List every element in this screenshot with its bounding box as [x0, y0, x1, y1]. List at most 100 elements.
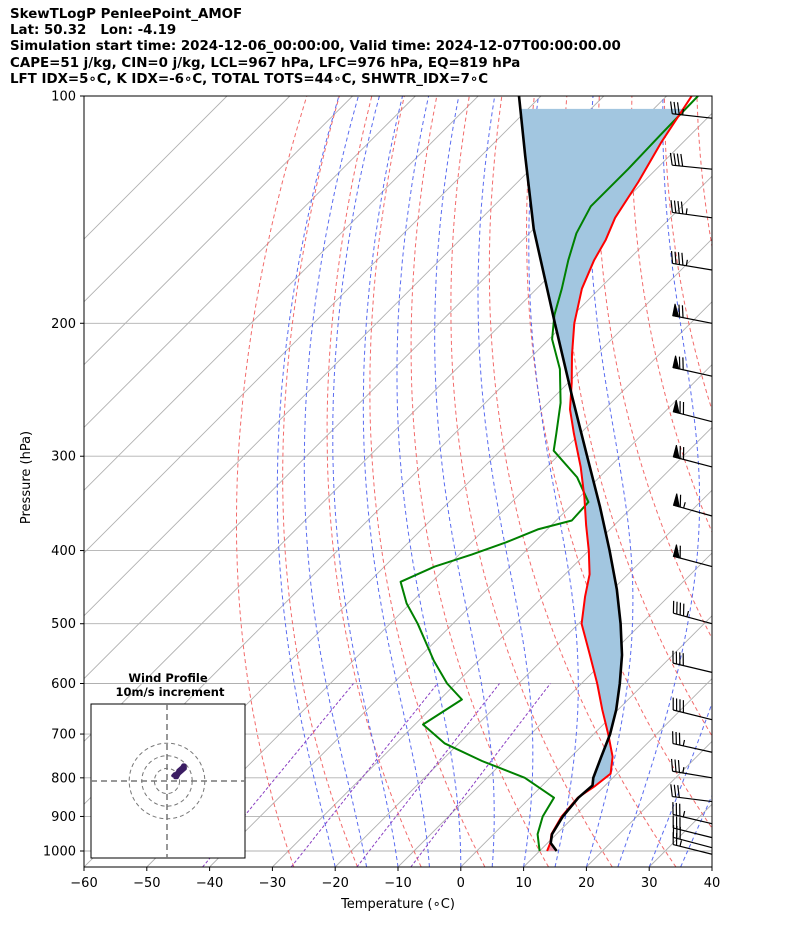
wind-barb [672, 600, 713, 625]
isotherm-line [334, 489, 712, 867]
dry-adiabat-line [762, 96, 794, 867]
wind-barb-shaft [673, 612, 713, 625]
wind-barb-feather [681, 305, 684, 318]
wind-barb-feather [673, 200, 677, 213]
wind-barb [672, 832, 713, 855]
wind-barb-feather [677, 201, 680, 214]
x-tick-label: 30 [641, 876, 658, 891]
wind-barb-shaft [672, 211, 713, 219]
x-tick-label: −40 [196, 876, 223, 891]
dry-adiabat-line [696, 96, 712, 250]
wind-barb-half-feather [686, 610, 690, 618]
wind-barb-shaft [672, 662, 713, 673]
isotherm-line [84, 96, 479, 491]
moist-adiabat-line [332, 96, 399, 867]
wind-barb-feather [678, 304, 681, 318]
wind-barb [672, 815, 713, 839]
wind-barb-feather [677, 785, 680, 798]
cin-shading [547, 785, 596, 851]
dry-adiabat-line [562, 96, 712, 737]
y-tick-label: 200 [51, 317, 76, 332]
wind-barb-feather [676, 153, 680, 166]
location-line: Lat: 50.32 Lon: -4.19 [10, 23, 177, 39]
wind-barb [672, 731, 713, 753]
wind-barb-feather [677, 760, 681, 773]
wind-barb [669, 101, 713, 119]
x-tick-label: 40 [704, 876, 721, 891]
moist-adiabat-line [711, 865, 712, 867]
wind-barb-feather [670, 758, 674, 772]
wind-barb-flag [672, 493, 680, 508]
moist-adiabat-line [362, 96, 430, 867]
x-tick-label: −10 [384, 876, 411, 891]
wind-barb [669, 152, 713, 170]
wind-barb [672, 493, 713, 517]
wind-barb-half-feather [682, 108, 684, 115]
temperature-profile-line [546, 96, 693, 852]
dry-adiabat-line [729, 96, 794, 867]
isotherm-line [146, 301, 712, 867]
chart-title: SkewTLogP PenleePoint_AMOF [10, 7, 243, 22]
wind-barb-half-feather [679, 840, 683, 847]
wind-barb-feather [670, 784, 673, 797]
wind-barb-feather [669, 101, 673, 114]
y-tick-label: 800 [51, 771, 76, 786]
wind-barb-half-feather [685, 259, 688, 266]
isotherm-line [209, 363, 712, 867]
y-tick-label: 900 [51, 810, 76, 825]
isotherm-line [84, 96, 291, 303]
hodograph-subtitle: 10m/s increment [116, 685, 225, 699]
x-tick-label: 10 [515, 876, 532, 891]
wind-barb [670, 758, 713, 779]
moist-adiabat-line [528, 96, 579, 867]
wind-barb-shaft [673, 709, 713, 721]
x-tick-label: 0 [457, 876, 465, 891]
wind-barb [672, 697, 713, 721]
wind-barb-feather [670, 251, 674, 264]
isotherm-line [84, 96, 542, 554]
isotherm-line [523, 677, 712, 867]
wind-barb-shaft [672, 743, 713, 753]
y-tick-label: 1000 [43, 845, 76, 860]
wind-barb-feather [676, 102, 680, 115]
wind-barb-feather [677, 252, 681, 265]
dry-adiabat-line [488, 96, 677, 867]
wind-barb [670, 784, 713, 803]
isotherm-line [84, 96, 416, 429]
indices-line: LFT IDX=5∘C, K IDX=-6∘C, TOTAL TOTS=44∘C… [10, 71, 489, 87]
cape-shading [520, 108, 684, 786]
wind-barb-feather [680, 201, 684, 214]
hodograph-trace [171, 763, 187, 780]
wind-barb [670, 251, 713, 271]
hodograph-title: Wind Profile [128, 671, 208, 685]
isotherm-line [84, 96, 605, 617]
moist-adiabat-line [680, 794, 712, 867]
isotherm-line [711, 866, 712, 867]
moist-adiabat-line [276, 96, 340, 867]
moist-adiabat-line [617, 96, 701, 867]
wind-barb-shaft [673, 843, 713, 855]
dry-adiabat-line [236, 96, 308, 867]
wind-barb-feather [673, 101, 677, 115]
time-line: Simulation start time: 2024-12-06_00:00:… [10, 39, 621, 55]
wind-barb [672, 650, 713, 673]
wind-barb-half-feather [682, 766, 685, 774]
moist-adiabat-line [396, 96, 462, 867]
parcel-profile-line [517, 96, 624, 852]
dry-adiabat-line [630, 96, 712, 534]
dry-adiabat-line [596, 96, 712, 640]
wind-barb [670, 200, 713, 219]
isotherm-line [272, 426, 712, 867]
hodograph-plot [91, 704, 245, 858]
y-axis-title: Pressure (hPa) [19, 431, 34, 524]
wind-barb-feather [669, 152, 673, 166]
moist-adiabat-line [477, 96, 534, 867]
wind-barb-half-feather [682, 810, 686, 818]
wind-barb-feather [673, 153, 677, 166]
wind-barb-shaft [673, 827, 713, 839]
wind-barb-feather [670, 200, 673, 213]
x-tick-label: −60 [70, 876, 97, 891]
wind-barb-shaft [672, 164, 713, 170]
wind-barb [672, 802, 713, 825]
